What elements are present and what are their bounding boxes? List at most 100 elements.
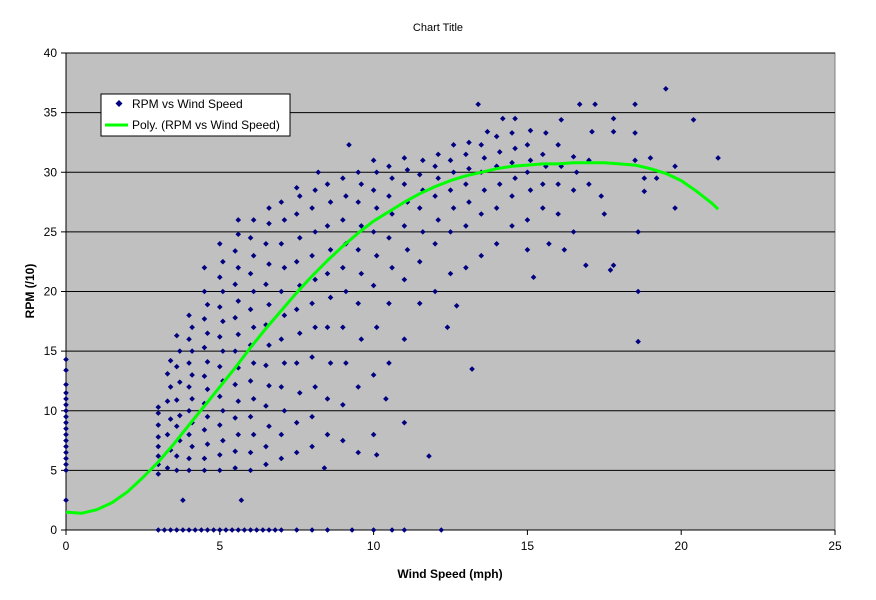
data-point-347: [210, 527, 217, 533]
y-tick-label-15: 15: [44, 344, 58, 358]
data-point-77: [217, 422, 223, 428]
data-point-253: [447, 157, 454, 164]
data-point-184: [340, 401, 346, 408]
data-point-199: [355, 246, 362, 253]
data-point-324: [632, 130, 638, 136]
data-point-343: [186, 527, 192, 533]
data-point-50: [186, 407, 192, 414]
data-point-365: [401, 527, 408, 533]
data-point-339: [161, 527, 168, 533]
x-tick-labels: 0 5 10 15 20 25: [63, 530, 842, 553]
data-point-5: [63, 401, 69, 408]
data-point-53: [189, 372, 195, 378]
data-point-305: [558, 116, 565, 123]
data-point-352: [241, 527, 248, 533]
data-point-338: [155, 527, 162, 533]
data-point-84: [220, 318, 226, 325]
data-point-213: [370, 157, 377, 164]
data-point-196: [358, 336, 365, 342]
data-point-277: [496, 149, 503, 155]
data-point-130: [266, 301, 272, 308]
data-point-179: [327, 246, 334, 253]
data-point-307: [570, 229, 577, 235]
data-point-87: [217, 274, 223, 280]
data-point-270: [478, 142, 485, 148]
data-point-67: [204, 359, 211, 365]
data-point-273: [493, 241, 500, 247]
data-point-323: [632, 101, 638, 108]
data-point-74: [217, 467, 223, 474]
data-point-145: [278, 241, 285, 247]
data-point-285: [509, 130, 515, 136]
data-point-89: [217, 241, 223, 247]
data-point-202: [358, 181, 365, 187]
data-point-35: [173, 453, 180, 459]
data-point-310: [570, 153, 577, 160]
legend-label-scatter: RPM vs Wind Speed: [132, 97, 243, 111]
data-point-127: [263, 362, 269, 369]
data-point-10: [63, 431, 69, 438]
data-point-186: [340, 324, 346, 331]
data-point-109: [250, 431, 257, 438]
data-point-15: [63, 461, 69, 468]
data-point-54: [186, 360, 192, 366]
data-point-166: [312, 276, 318, 283]
data-point-108: [247, 449, 254, 456]
data-point-101: [232, 281, 238, 288]
data-point-123: [263, 443, 269, 450]
data-point-320: [610, 262, 617, 269]
data-point-171: [315, 169, 322, 176]
data-point-134: [266, 220, 272, 227]
y-tick-label-35: 35: [44, 106, 58, 120]
data-point-218: [386, 235, 392, 241]
data-point-193: [346, 142, 352, 148]
data-point-136: [278, 455, 285, 462]
data-point-44: [180, 497, 186, 503]
data-point-59: [201, 467, 208, 474]
data-point-204: [370, 431, 377, 438]
data-point-221: [389, 175, 395, 182]
data-point-328: [635, 338, 641, 345]
data-point-209: [370, 229, 377, 235]
y-tick-label-10: 10: [44, 404, 58, 418]
data-point-271: [475, 101, 481, 108]
data-point-313: [586, 181, 592, 187]
data-point-201: [355, 199, 362, 205]
data-point-146: [281, 217, 288, 223]
data-point-30: [164, 398, 171, 405]
y-axis-title: RPM (/10): [23, 264, 37, 319]
data-point-240: [426, 453, 432, 459]
data-point-298: [539, 151, 546, 158]
data-point-223: [383, 396, 389, 402]
data-point-24: [155, 410, 162, 416]
data-point-259: [466, 199, 472, 205]
data-point-98: [235, 331, 242, 338]
data-point-60: [201, 455, 208, 462]
data-point-243: [435, 217, 441, 223]
data-point-82: [220, 348, 226, 354]
data-point-345: [198, 527, 205, 533]
data-point-229: [401, 181, 408, 187]
data-point-326: [635, 229, 641, 235]
data-point-269: [481, 155, 488, 161]
data-point-247: [435, 151, 441, 158]
data-point-239: [420, 157, 426, 164]
data-point-195: [355, 384, 362, 390]
data-point-254: [450, 142, 457, 148]
data-point-256: [444, 324, 451, 331]
data-point-296: [539, 181, 546, 187]
data-point-71: [204, 301, 211, 308]
data-point-290: [524, 169, 531, 176]
data-point-90: [232, 465, 238, 471]
data-point-37: [173, 423, 180, 430]
data-point-66: [201, 373, 208, 379]
data-point-340: [167, 527, 174, 533]
data-point-322: [610, 115, 617, 122]
data-point-78: [220, 407, 226, 414]
data-point-17: [63, 497, 69, 503]
data-point-200: [358, 223, 365, 229]
x-tick-label-0: 0: [63, 539, 70, 553]
data-point-246: [432, 163, 438, 170]
data-point-302: [555, 181, 561, 187]
data-point-52: [186, 384, 192, 390]
